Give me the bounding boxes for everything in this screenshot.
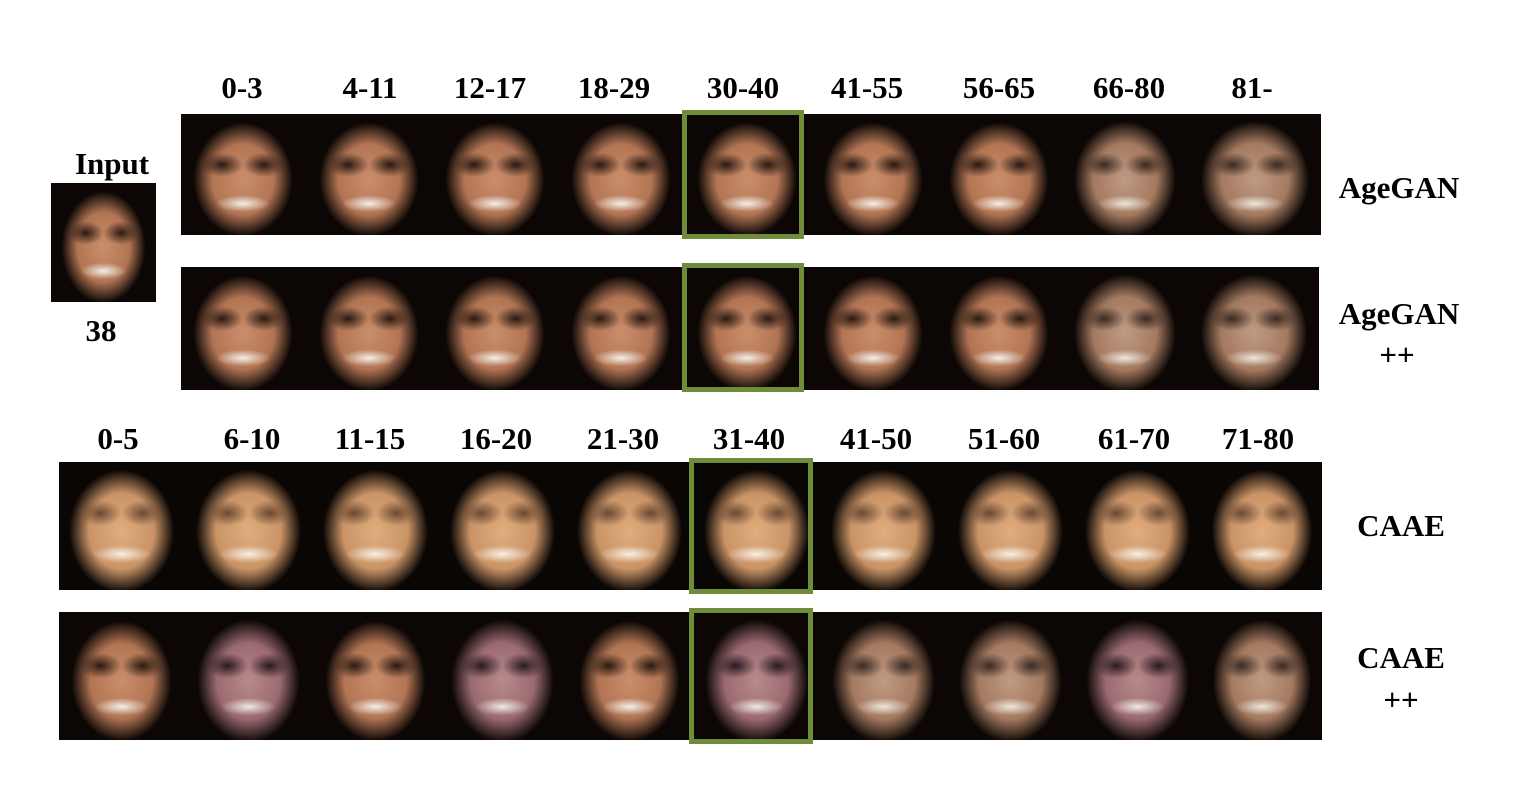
bottom-age-label: 11-15 bbox=[334, 421, 406, 456]
face-image bbox=[307, 267, 431, 390]
face-image bbox=[685, 267, 809, 390]
face-image bbox=[1063, 267, 1187, 390]
method-label-agegan-pp-suffix: ++ bbox=[1379, 337, 1415, 372]
method-label-agegan-pp: AgeGAN bbox=[1338, 296, 1460, 331]
face-image bbox=[186, 462, 311, 590]
highlight-frame-bottom bbox=[689, 458, 813, 594]
method-label-caae-pp: CAAE bbox=[1357, 640, 1445, 675]
face-image bbox=[559, 114, 683, 235]
highlight-frame-top bbox=[682, 263, 804, 392]
face-image bbox=[567, 612, 692, 740]
top-age-label: 66-80 bbox=[1092, 70, 1166, 105]
face-image bbox=[811, 267, 935, 390]
face-image bbox=[559, 267, 683, 390]
bottom-age-label: 71-80 bbox=[1221, 421, 1295, 456]
agegan-strip bbox=[181, 114, 1321, 235]
face-image bbox=[1202, 462, 1322, 590]
face-image bbox=[811, 114, 935, 235]
face-image bbox=[1075, 462, 1200, 590]
face-image bbox=[821, 462, 946, 590]
face-image bbox=[181, 114, 305, 235]
method-label-agegan: AgeGAN bbox=[1338, 170, 1460, 205]
face-image bbox=[440, 462, 565, 590]
face-image bbox=[307, 114, 431, 235]
input-age-label: 38 bbox=[85, 313, 117, 348]
face-image bbox=[440, 612, 565, 740]
method-label-caae-pp-suffix: ++ bbox=[1383, 682, 1419, 717]
face-image bbox=[313, 612, 438, 740]
face-image bbox=[694, 462, 819, 590]
face-image bbox=[948, 612, 1073, 740]
bottom-age-label: 21-30 bbox=[586, 421, 660, 456]
face-image bbox=[433, 114, 557, 235]
face-image bbox=[685, 114, 809, 235]
face-image bbox=[937, 267, 1061, 390]
face-image bbox=[567, 462, 692, 590]
face-image bbox=[313, 462, 438, 590]
face-image bbox=[821, 612, 946, 740]
method-label-caae: CAAE bbox=[1357, 508, 1445, 543]
top-age-label: 18-29 bbox=[577, 70, 651, 105]
face-image bbox=[59, 612, 184, 740]
face-image bbox=[1189, 267, 1319, 390]
input-face-image bbox=[51, 183, 156, 302]
top-age-label: 0-3 bbox=[221, 70, 263, 105]
face-image bbox=[948, 462, 1073, 590]
face-image bbox=[181, 267, 305, 390]
bottom-age-label: 41-50 bbox=[839, 421, 913, 456]
bottom-age-label: 0-5 bbox=[97, 421, 139, 456]
face-image bbox=[1075, 612, 1200, 740]
input-label: Input bbox=[74, 146, 150, 181]
top-age-label: 41-55 bbox=[830, 70, 904, 105]
face-image bbox=[59, 462, 184, 590]
bottom-age-label: 6-10 bbox=[223, 421, 281, 456]
top-age-label: 56-65 bbox=[962, 70, 1036, 105]
agegan-pp-strip bbox=[181, 267, 1319, 390]
top-age-label: 4-11 bbox=[342, 70, 398, 105]
top-age-label: 12-17 bbox=[453, 70, 527, 105]
face-image bbox=[186, 612, 311, 740]
face-image bbox=[1063, 114, 1187, 235]
highlight-frame-bottom bbox=[689, 608, 813, 744]
face-image bbox=[1189, 114, 1321, 235]
top-age-label: 81- bbox=[1231, 70, 1273, 105]
bottom-age-label: 16-20 bbox=[459, 421, 533, 456]
bottom-age-label: 51-60 bbox=[967, 421, 1041, 456]
face-image bbox=[1202, 612, 1322, 740]
bottom-age-label: 31-40 bbox=[712, 421, 786, 456]
bottom-age-label: 61-70 bbox=[1097, 421, 1171, 456]
face-image bbox=[694, 612, 819, 740]
face-image bbox=[937, 114, 1061, 235]
face-image bbox=[433, 267, 557, 390]
top-age-label: 30-40 bbox=[706, 70, 780, 105]
highlight-frame-top bbox=[682, 110, 804, 239]
